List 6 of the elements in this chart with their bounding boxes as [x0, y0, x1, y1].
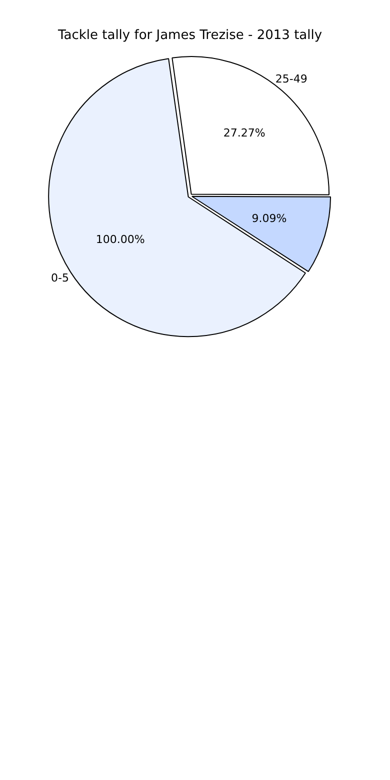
chart-title: Tackle tally for James Trezise - 2013 tally [56, 28, 322, 44]
slice-label: 0-5 [51, 272, 69, 285]
data-label: 27.27% [223, 126, 266, 140]
data-label: 9.09% [252, 212, 287, 226]
text: 100.00% [96, 233, 145, 246]
slice-label: 25-49 [275, 72, 308, 86]
